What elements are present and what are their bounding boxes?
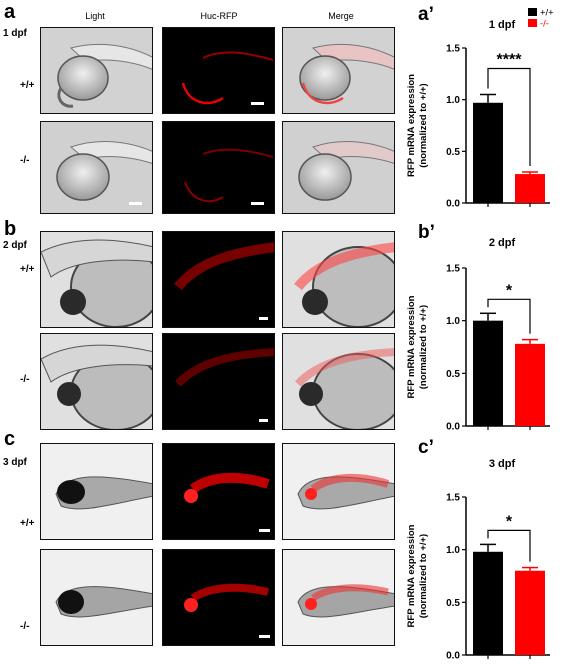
chart-a-prime: a’ 1 dpf RFP mRNA expression (normalized to… [400,0,567,215]
significance-marker: * [506,282,513,299]
image-b-wt-light [40,231,153,328]
chart-c-prime: c’ 3 dpf RFP mRNA expression (normalized to… [400,433,567,662]
significance-marker: * [506,513,513,530]
panel-letter-b: b [4,218,17,240]
y-axis-label: (normalized to +/+) [418,83,429,167]
y-tick-label: 1.0 [446,316,460,327]
chart-svg: c’ 3 dpf RFP mRNA expression (normalized to… [406,437,550,662]
chart-svg: b’ 2 dpf RFP mRNA expression (normalized to… [406,222,550,433]
image-a-wt-merge [282,27,395,114]
column-header-merge: Merge [328,11,354,21]
day-label-3dpf: 3 dpf [3,457,27,468]
significance-bracket [487,529,531,562]
y-tick-label: 0.0 [446,199,460,210]
y-tick-label: 0.5 [446,369,460,380]
y-tick-label: 0.0 [446,651,460,662]
y-axis-label: (normalized to +/+) [418,305,429,389]
genotype-label-c-wt: +/+ [20,518,35,529]
image-a-mut-rfp [162,121,275,214]
image-a-wt-rfp [162,27,275,114]
y-tick-label: 1.5 [446,264,460,275]
image-a-mut-merge [282,121,395,214]
image-c-wt-light [40,443,153,540]
genotype-label-c-mut: -/- [20,621,30,632]
chart-b-prime: b’ 2 dpf RFP mRNA expression (normalized to… [400,218,567,433]
image-c-mut-light [40,549,153,646]
y-tick-label: 0.5 [446,598,460,609]
bar [473,102,503,203]
bar [515,343,545,426]
image-b-wt-merge [282,231,395,328]
y-tick-label: 1.0 [446,545,460,556]
significance-bracket [487,298,531,334]
panel-letter-a: a [4,1,16,23]
y-axis-label: RFP mRNA expression [406,74,417,177]
significance-bracket [487,67,531,166]
y-tick-label: 1.0 [446,95,460,106]
legend-swatch [528,19,537,27]
y-axis-label: RFP mRNA expression [406,295,417,398]
legend-swatch [528,8,537,16]
y-tick-label: 1.5 [446,44,460,55]
y-tick-label: 0.5 [446,147,460,158]
image-c-mut-rfp [162,549,275,646]
panel-letter: a’ [418,4,434,25]
panel-letter: c’ [418,437,434,458]
image-c-mut-merge [282,549,395,646]
bar [473,551,503,655]
genotype-label-b-wt: +/+ [20,264,35,275]
y-axis-label: (normalized to +/+) [418,534,429,618]
significance-marker: **** [497,52,523,69]
bar [515,174,545,203]
y-axis-label: RFP mRNA expression [406,524,417,627]
chart-title: 3 dpf [489,458,516,470]
legend-label: +/+ [540,8,554,19]
image-a-mut-light [40,121,153,214]
image-b-mut-rfp [162,333,275,430]
genotype-label-a-wt: +/+ [20,80,35,91]
column-header-huc-rfp: Huc-RFP [200,11,238,21]
legend-label: -/- [540,19,549,30]
y-tick-label: 0.0 [446,422,460,433]
image-b-mut-light [40,333,153,430]
genotype-label-b-mut: -/- [20,374,30,385]
genotype-label-a-mut: -/- [20,155,30,166]
image-a-wt-light [40,27,153,114]
image-b-mut-merge [282,333,395,430]
image-c-wt-rfp [162,443,275,540]
day-label-2dpf: 2 dpf [3,240,27,251]
chart-title: 1 dpf [489,19,516,31]
day-label-1dpf: 1 dpf [3,28,27,39]
bar [515,570,545,655]
chart-title: 2 dpf [489,237,516,249]
y-tick-label: 1.5 [446,493,460,504]
column-header-light: Light [85,11,105,21]
image-c-wt-merge [282,443,395,540]
chart-svg: a’ 1 dpf RFP mRNA expression (normalized to… [406,4,554,210]
panel-letter: b’ [418,222,435,243]
panel-letter-c: c [4,428,16,450]
bar [473,320,503,426]
image-b-wt-rfp [162,231,275,328]
